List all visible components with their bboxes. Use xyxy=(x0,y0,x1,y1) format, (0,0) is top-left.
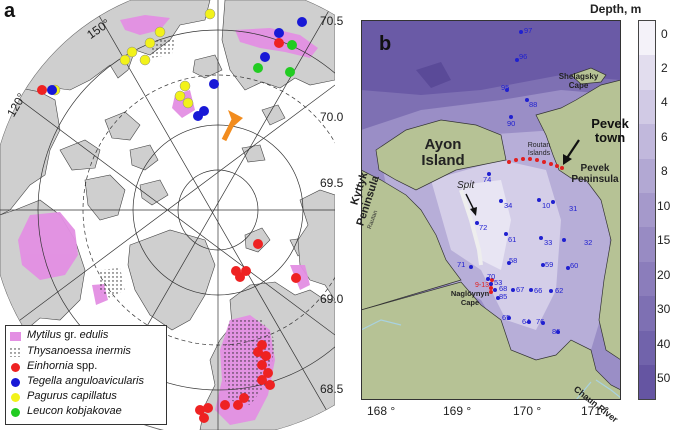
station-61: 61 xyxy=(508,235,517,244)
y-tick-69-0: 69.0 xyxy=(320,292,344,306)
station-85: 85 xyxy=(499,292,508,301)
depth-tick-20: 20 xyxy=(657,268,671,282)
station-67: 67 xyxy=(516,285,525,294)
station-64: 64 xyxy=(522,317,531,326)
station-66: 66 xyxy=(534,286,543,295)
naglo-cape-label: Naglöynyn Cape xyxy=(450,289,490,307)
leucon-swatch xyxy=(11,408,20,417)
x-tick-169: 169 ° xyxy=(443,404,472,418)
rivers xyxy=(361,319,621,400)
station-53: 53 xyxy=(494,278,503,287)
x-tick-168: 168 ° xyxy=(367,404,396,418)
depth-swatch xyxy=(639,21,655,56)
station-32: 32 xyxy=(584,238,593,247)
depth-tick-8: 8 xyxy=(661,164,668,178)
station-90: 90 xyxy=(507,119,516,128)
station-74: 74 xyxy=(483,175,492,184)
spit-label: Spit xyxy=(457,180,475,191)
legend-label-leucon: Leucon kobjakovae xyxy=(27,405,122,417)
station-70: 70 xyxy=(487,272,496,281)
depth-swatch xyxy=(639,89,655,125)
station-58: 58 xyxy=(509,256,518,265)
depth-tick-30: 30 xyxy=(657,302,671,316)
depth-swatch xyxy=(639,261,655,297)
station-65: 65 xyxy=(502,313,511,322)
station-86: 86 xyxy=(552,327,561,336)
station-76: 76 xyxy=(536,317,545,326)
y-tick-69-5: 69.5 xyxy=(320,176,344,190)
station-96: 96 xyxy=(519,52,528,61)
depth-swatch xyxy=(639,55,655,90)
depth-tick-4: 4 xyxy=(661,95,668,109)
depth-swatch xyxy=(639,296,655,331)
spit-arrow-icon xyxy=(465,193,477,216)
station-68: 68 xyxy=(499,284,508,293)
station-31: 31 xyxy=(569,204,578,213)
station-72: 72 xyxy=(479,223,488,232)
depth-colorbar xyxy=(638,20,656,400)
legend-label-thysanoessa: Thysanoessa inermis xyxy=(27,345,131,357)
pevek-arrow-icon xyxy=(563,139,580,165)
panel-a: a 150° 120° Mytilus gr. edulis Thysanoes… xyxy=(0,0,446,435)
panel-a-label: a xyxy=(4,0,16,22)
depth-swatch xyxy=(639,158,655,193)
mytilus-swatch xyxy=(10,332,21,341)
depth-tick-40: 40 xyxy=(657,337,671,351)
station-60: 60 xyxy=(570,261,579,270)
panel-b-label: b xyxy=(379,33,392,55)
x-tick-171: 171 ° xyxy=(581,404,610,418)
ayon-island-label: Ayon Island xyxy=(421,136,465,169)
station-34: 34 xyxy=(504,201,513,210)
einhornia-swatch xyxy=(11,363,20,372)
station-62: 62 xyxy=(555,286,564,295)
station-95: 95 xyxy=(501,83,510,92)
depth-tick-0: 0 xyxy=(661,27,668,41)
einhornia-points xyxy=(37,38,301,423)
legend-label-mytilus: Mytilus xyxy=(27,329,62,341)
y-tick-70-5: 70.5 xyxy=(320,14,344,28)
routan-islands-label: Routan Islands xyxy=(527,142,551,157)
depth-swatch xyxy=(639,330,655,365)
x-tick-170: 170 ° xyxy=(513,404,542,418)
y-tick-70-0: 70.0 xyxy=(320,110,344,124)
panel-b: 70.5 70.0 69.5 69.0 68.5 168 ° 169 ° 170… xyxy=(320,0,685,430)
depth-title: Depth, m xyxy=(590,2,642,16)
legend: Mytilus gr. edulis Thysanoessa inermis E… xyxy=(5,325,167,425)
shelagsky-cape-label: Shelagsky Cape xyxy=(558,72,599,90)
pagurus-swatch xyxy=(11,393,20,402)
station-97: 97 xyxy=(524,26,533,35)
legend-label-tegella: Tegella anguloavicularis xyxy=(27,375,145,387)
depth-tick-50: 50 xyxy=(657,371,671,385)
thysanoessa-swatch xyxy=(10,348,21,357)
depth-swatch xyxy=(639,227,655,262)
station-71: 71 xyxy=(457,260,466,269)
depth-tick-6: 6 xyxy=(661,130,668,144)
map-frame-b xyxy=(361,20,621,400)
land-b xyxy=(361,67,621,400)
station-88: 88 xyxy=(529,100,538,109)
blue-stations xyxy=(469,30,570,334)
orange-arrow-icon xyxy=(221,110,243,142)
panel-b-map xyxy=(361,20,621,400)
pevek-peninsula-label: Pevek Peninsula xyxy=(571,163,619,185)
depth-tick-10: 10 xyxy=(657,199,671,213)
y-tick-68-5: 68.5 xyxy=(320,382,344,396)
pevek-town-label: Pevek town xyxy=(591,116,629,145)
leucon-points xyxy=(253,40,297,77)
tegella-swatch xyxy=(11,378,20,387)
depth-tick-15: 15 xyxy=(657,233,671,247)
tegella-points xyxy=(47,17,307,121)
legend-label-einhornia: Einhornia xyxy=(27,360,74,372)
spit xyxy=(459,189,483,266)
depth-swatch xyxy=(639,192,655,228)
depth-swatch xyxy=(639,364,655,399)
legend-label-pagurus: Pagurus capillatus xyxy=(27,390,117,402)
red-stations-range-label: 9-13 xyxy=(475,282,490,289)
station-59: 59 xyxy=(545,260,554,269)
depth-tick-2: 2 xyxy=(661,61,668,75)
station-33: 33 xyxy=(544,238,553,247)
station-10: 10 xyxy=(542,201,551,210)
station-labels: 97 96 95 88 90 74 34 10 31 72 61 33 32 5… xyxy=(361,20,621,400)
depth-swatch xyxy=(639,124,655,159)
